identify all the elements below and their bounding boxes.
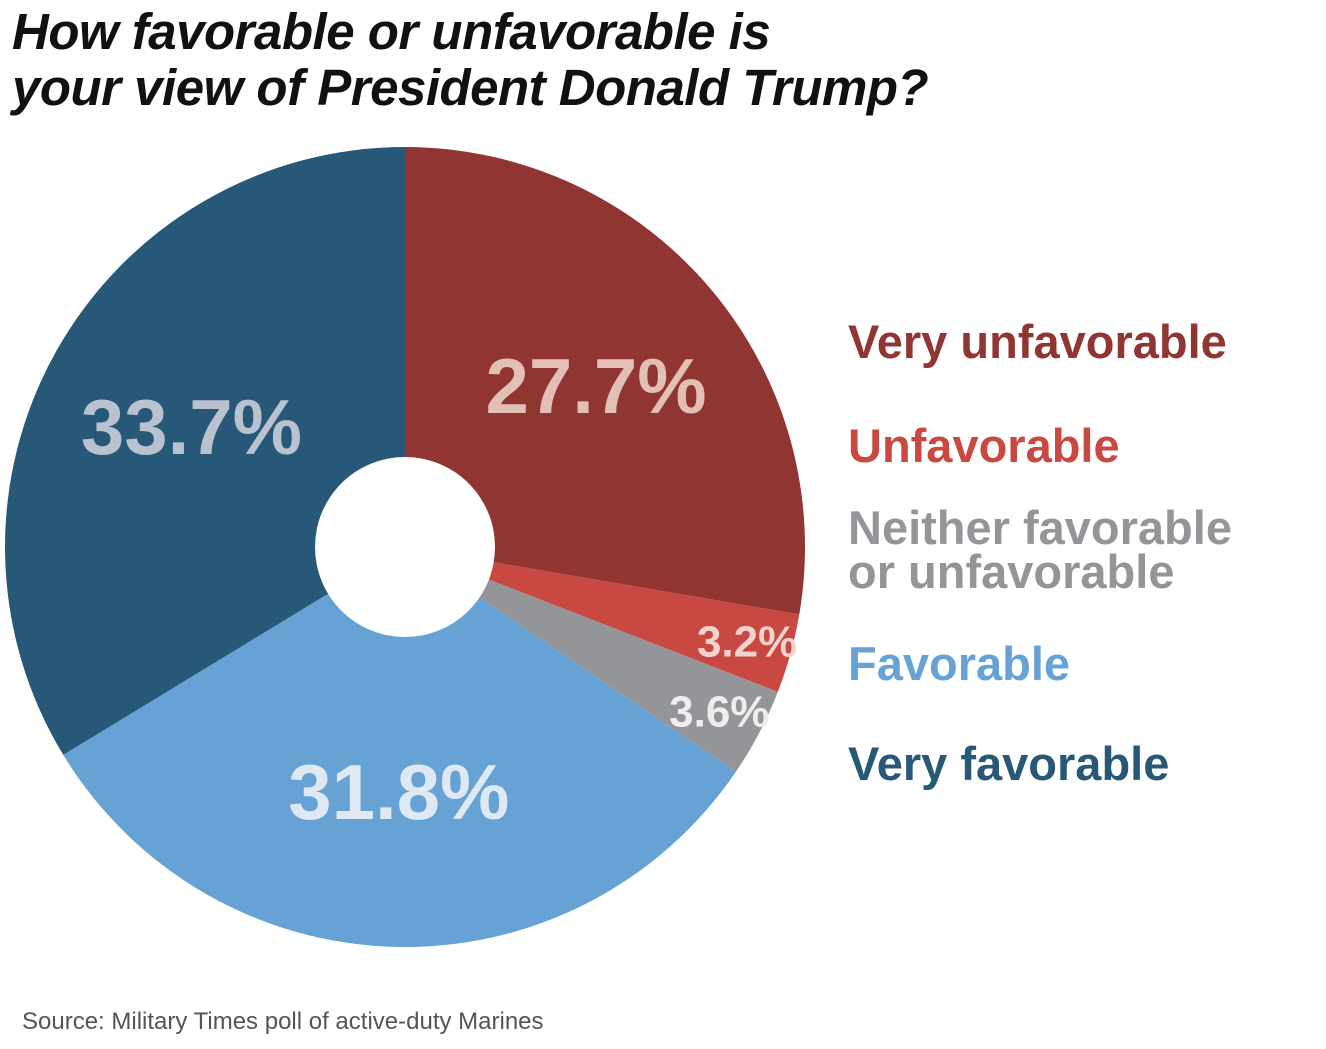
slice-label-very-unfavorable: 27.7% [486, 342, 707, 430]
source-note: Source: Military Times poll of active-du… [22, 1008, 544, 1035]
donut-hole [315, 457, 495, 637]
slice-labels: 27.7% 3.2% 3.6% 31.8% 33.7% [81, 342, 797, 836]
legend-item-neither-line-2: or unfavorable [848, 545, 1175, 598]
donut-slices [4, 146, 806, 947]
slice-neither [405, 547, 778, 772]
legend-item-neither-line-1: Neither favorable [848, 501, 1232, 554]
slice-label-neither: 3.6% [669, 688, 769, 737]
slice-very-unfavorable [405, 147, 806, 615]
slice-label-very-favorable: 33.7% [81, 383, 302, 471]
slice-label-unfavorable: 3.2% [697, 617, 797, 666]
chart-title: How favorable or unfavorable is your vie… [12, 4, 1192, 116]
slice-favorable [63, 547, 736, 947]
slice-label-favorable: 31.8% [288, 748, 509, 836]
legend-item-unfavorable: Unfavorable [848, 419, 1120, 472]
slice-very-favorable [4, 146, 405, 755]
slice-unfavorable [405, 547, 800, 692]
legend-item-favorable: Favorable [848, 637, 1071, 690]
legend-item-very-unfavorable: Very unfavorable [848, 315, 1227, 368]
chart-title-line-1: How favorable or unfavorable is [12, 3, 771, 60]
legend-item-neither: Neither favorable or unfavorable [848, 501, 1232, 598]
chart-title-line-2: your view of President Donald Trump? [12, 59, 929, 116]
legend-item-very-favorable: Very favorable [848, 737, 1170, 790]
